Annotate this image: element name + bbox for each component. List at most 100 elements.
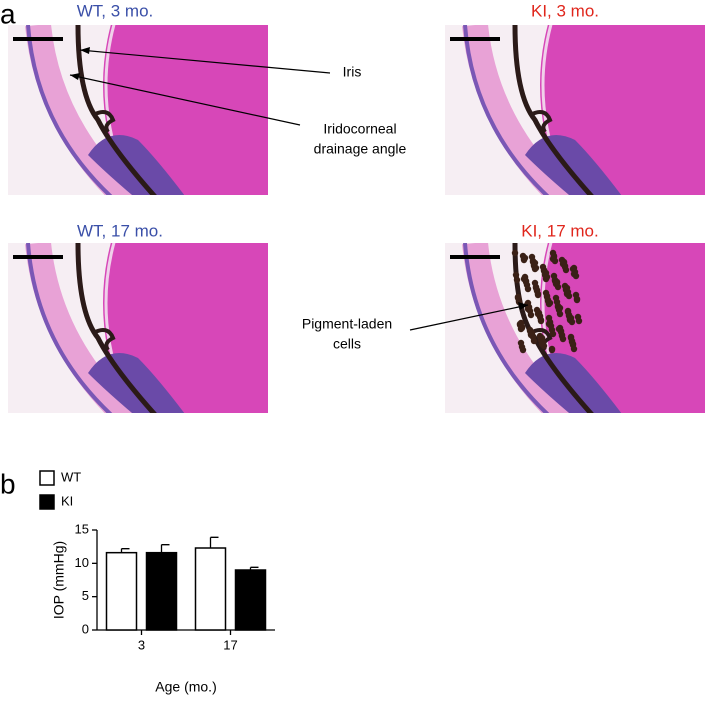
micrograph-title: KI, 17 mo. bbox=[521, 221, 598, 240]
scale-bar bbox=[450, 255, 500, 259]
iris-fold bbox=[529, 109, 553, 134]
pigment-cell bbox=[550, 252, 558, 260]
pigment-cell bbox=[572, 291, 580, 299]
error-bar bbox=[160, 544, 170, 553]
ciliary bbox=[88, 353, 185, 413]
micrograph-content bbox=[8, 243, 268, 413]
pigment-cell bbox=[533, 286, 541, 294]
pigment-cell bbox=[512, 271, 520, 279]
micrograph bbox=[8, 25, 268, 195]
micrograph-content bbox=[445, 243, 705, 413]
lens-edge bbox=[104, 25, 136, 195]
pigment-cell bbox=[545, 314, 553, 322]
annotation: cells bbox=[333, 336, 361, 352]
iris bbox=[75, 243, 157, 413]
cornea bbox=[462, 25, 574, 195]
legend-swatch bbox=[39, 494, 55, 510]
cornea bbox=[25, 243, 137, 413]
pigment-cell bbox=[555, 305, 563, 313]
lens-edge bbox=[104, 243, 136, 413]
pigment-cell bbox=[538, 334, 546, 342]
micrograph-title: WT, 3 mo. bbox=[77, 1, 154, 20]
cornea-layer bbox=[26, 243, 113, 413]
pigment-cell bbox=[548, 345, 556, 353]
pigment-cell bbox=[564, 307, 572, 315]
bar bbox=[145, 551, 178, 631]
annotation: Pigment-laden bbox=[302, 316, 392, 332]
pigment-cell bbox=[514, 293, 522, 301]
pigment-cell bbox=[517, 339, 525, 347]
error-bar bbox=[209, 536, 219, 548]
bar bbox=[194, 547, 227, 631]
y-tick-label: 15 bbox=[75, 521, 89, 536]
x-axis-label: Age (mo.) bbox=[155, 679, 216, 695]
ciliary bbox=[525, 353, 622, 413]
pigment-cell bbox=[540, 266, 548, 274]
pigment-cell bbox=[533, 306, 541, 314]
micrograph bbox=[8, 243, 268, 413]
y-tick-label: 0 bbox=[82, 621, 89, 636]
pigment-cell bbox=[562, 285, 570, 293]
legend-label: KI bbox=[61, 493, 73, 508]
micrograph bbox=[445, 25, 705, 195]
pigment-cell bbox=[511, 249, 519, 257]
bar-chart: 0 5 10 15 3 17 Age (mo.) IOP (mmHg) WT KI bbox=[39, 469, 275, 695]
annotation: Iridocorneal bbox=[323, 121, 396, 137]
pigment-cell bbox=[560, 258, 568, 266]
micrograph-title: WT, 17 mo. bbox=[77, 221, 163, 240]
cornea bbox=[25, 25, 137, 195]
pigment-cell bbox=[569, 340, 577, 348]
x-tick-label: 3 bbox=[138, 637, 145, 652]
annotations: Iris Iridocorneal drainage angle Pigment… bbox=[69, 47, 529, 352]
pigment-cell bbox=[528, 253, 536, 261]
panel-label: b bbox=[0, 468, 16, 499]
pigment-cell bbox=[526, 326, 534, 334]
cornea-layer bbox=[463, 243, 550, 413]
x-tick-label: 17 bbox=[223, 637, 237, 652]
y-tick-label: 10 bbox=[75, 555, 89, 570]
annotation: Iris bbox=[343, 64, 362, 80]
iris-fold bbox=[92, 327, 116, 352]
pigment-cell bbox=[552, 294, 560, 302]
legend-swatch bbox=[39, 470, 55, 486]
ciliary bbox=[525, 135, 622, 195]
micrograph bbox=[445, 243, 705, 413]
legend-label: WT bbox=[61, 469, 81, 484]
micrograph-title: KI, 3 mo. bbox=[531, 1, 599, 20]
iris bbox=[512, 25, 594, 195]
cornea-layer bbox=[26, 25, 113, 195]
scale-bar bbox=[450, 37, 500, 41]
pigment-cell bbox=[567, 333, 575, 341]
pigment-cell bbox=[521, 273, 529, 281]
micrograph-content bbox=[445, 25, 705, 195]
lens-edge bbox=[541, 25, 573, 195]
pigment-cell bbox=[519, 346, 527, 354]
pigment-cell bbox=[513, 276, 521, 284]
lens-edge bbox=[541, 243, 573, 413]
panel-label: a bbox=[0, 0, 16, 29]
y-tick-label: 5 bbox=[82, 588, 89, 603]
pigment-cell bbox=[531, 259, 539, 267]
pigment-cell bbox=[574, 313, 582, 321]
scale-bar bbox=[13, 255, 63, 259]
y-axis-label: IOP (mmHg) bbox=[51, 541, 67, 619]
pigment-cell bbox=[557, 327, 565, 335]
cornea-layer bbox=[463, 25, 550, 195]
pigment-cell bbox=[516, 320, 524, 328]
pigment-cell bbox=[536, 312, 544, 320]
pigment-cell bbox=[520, 255, 528, 263]
bar bbox=[105, 551, 138, 631]
pigment-cell bbox=[550, 272, 558, 280]
pigment-cell bbox=[531, 279, 539, 287]
iris bbox=[75, 25, 157, 195]
pigment-cell bbox=[553, 278, 561, 286]
scale-bar bbox=[13, 37, 63, 41]
annotation: drainage angle bbox=[314, 141, 407, 157]
bar bbox=[234, 569, 267, 631]
micrograph-content bbox=[8, 25, 268, 195]
pigment-cell bbox=[569, 265, 577, 273]
ciliary bbox=[88, 135, 185, 195]
cornea bbox=[462, 243, 574, 413]
iris-fold bbox=[92, 109, 116, 134]
